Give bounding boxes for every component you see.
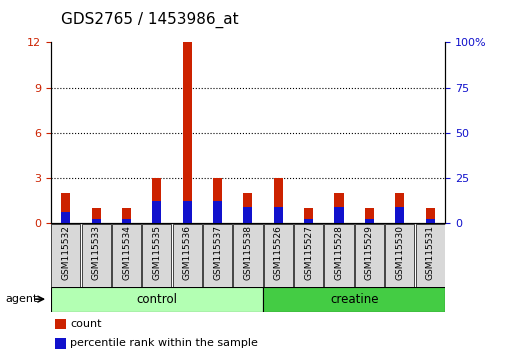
- Text: control: control: [136, 293, 177, 306]
- Bar: [61, 193, 70, 223]
- Bar: [203, 224, 232, 287]
- Bar: [384, 224, 414, 287]
- Bar: [425, 219, 434, 223]
- Bar: [112, 224, 141, 287]
- Bar: [142, 224, 171, 287]
- Bar: [152, 178, 161, 223]
- Bar: [122, 219, 131, 223]
- Bar: [172, 224, 201, 287]
- Bar: [81, 224, 111, 287]
- Bar: [213, 178, 222, 223]
- Bar: [51, 224, 80, 287]
- Text: percentile rank within the sample: percentile rank within the sample: [70, 338, 258, 348]
- Text: GSM115532: GSM115532: [61, 225, 70, 280]
- Bar: [243, 193, 252, 223]
- Bar: [364, 208, 373, 223]
- Bar: [273, 207, 282, 223]
- Text: GDS2765 / 1453986_at: GDS2765 / 1453986_at: [61, 12, 238, 28]
- Bar: [213, 201, 222, 223]
- Text: GSM115534: GSM115534: [122, 225, 131, 280]
- Text: GSM115528: GSM115528: [334, 225, 343, 280]
- Text: creatine: creatine: [329, 293, 378, 306]
- Text: GSM115536: GSM115536: [182, 225, 191, 280]
- Bar: [263, 287, 444, 312]
- Bar: [122, 208, 131, 223]
- Bar: [415, 224, 444, 287]
- Text: GSM115526: GSM115526: [273, 225, 282, 280]
- Text: GSM115535: GSM115535: [152, 225, 161, 280]
- Bar: [233, 224, 262, 287]
- Text: GSM115538: GSM115538: [243, 225, 252, 280]
- Text: GSM115529: GSM115529: [364, 225, 373, 280]
- Text: GSM115537: GSM115537: [213, 225, 222, 280]
- Bar: [324, 224, 353, 287]
- Bar: [304, 219, 313, 223]
- Bar: [55, 319, 66, 329]
- Bar: [394, 207, 403, 223]
- Text: GSM115530: GSM115530: [394, 225, 403, 280]
- Text: GSM115531: GSM115531: [425, 225, 434, 280]
- Bar: [91, 219, 100, 223]
- Bar: [182, 201, 191, 223]
- Bar: [334, 193, 343, 223]
- Bar: [182, 42, 191, 223]
- Bar: [152, 201, 161, 223]
- Bar: [55, 338, 66, 349]
- Bar: [243, 207, 252, 223]
- Bar: [394, 193, 403, 223]
- Bar: [334, 207, 343, 223]
- Bar: [425, 208, 434, 223]
- Bar: [263, 224, 292, 287]
- Bar: [354, 224, 383, 287]
- Text: GSM115533: GSM115533: [91, 225, 100, 280]
- Text: GSM115527: GSM115527: [304, 225, 313, 280]
- Bar: [293, 224, 323, 287]
- Bar: [50, 287, 263, 312]
- Bar: [364, 219, 373, 223]
- Bar: [273, 178, 282, 223]
- Text: agent: agent: [5, 294, 37, 304]
- Text: count: count: [70, 319, 102, 329]
- Bar: [91, 208, 100, 223]
- Bar: [304, 208, 313, 223]
- Bar: [61, 212, 70, 223]
